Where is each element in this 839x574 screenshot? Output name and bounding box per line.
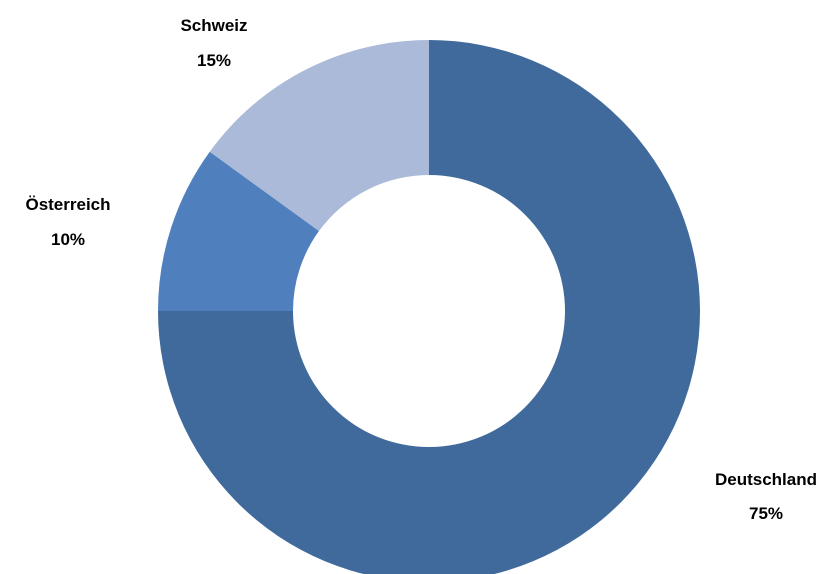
slice-label-deutschland-name: Deutschland xyxy=(715,470,817,489)
slice-label-schweiz-name: Schweiz xyxy=(180,16,247,35)
slice-label-oesterreich-value: 10% xyxy=(51,230,85,249)
donut-slice--sterreich xyxy=(158,151,319,311)
slice-label-deutschland-value: 75% xyxy=(749,504,783,523)
donut-slice-deutschland xyxy=(158,40,700,574)
slice-label-schweiz-value: 15% xyxy=(197,51,231,70)
donut-slices xyxy=(158,40,700,574)
slice-label-oesterreich-name: Österreich xyxy=(25,195,110,214)
donut-slice-schweiz xyxy=(209,40,429,232)
